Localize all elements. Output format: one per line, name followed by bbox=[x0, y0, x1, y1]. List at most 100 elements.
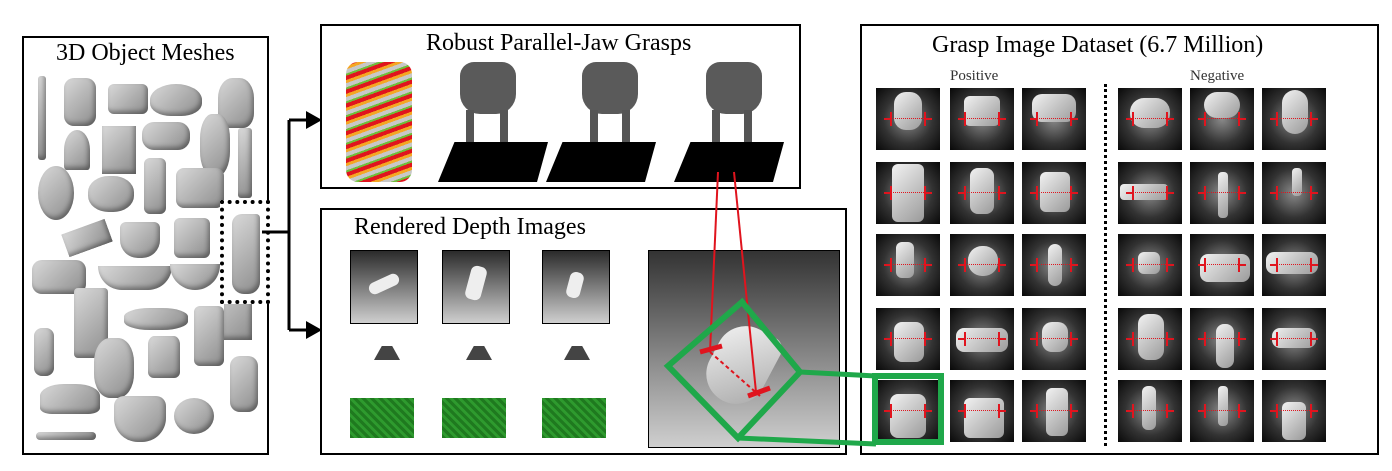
grasp-marker bbox=[884, 192, 892, 194]
grasp-marker bbox=[958, 118, 966, 120]
positive-grasp-thumbnail bbox=[876, 308, 940, 370]
grasp-marker bbox=[890, 264, 926, 265]
positive-grasp-thumbnail bbox=[876, 380, 940, 442]
grasp-marker bbox=[958, 338, 966, 340]
positive-grasp-thumbnail bbox=[1022, 380, 1086, 442]
grasp-candidates-cloud bbox=[346, 62, 412, 182]
grasp-marker bbox=[1310, 264, 1318, 266]
mesh-object bbox=[174, 398, 214, 434]
grasp-marker bbox=[1126, 410, 1134, 412]
mesh-object bbox=[120, 222, 160, 258]
grasp-marker bbox=[924, 118, 932, 120]
grasp-marker bbox=[1204, 118, 1240, 119]
mesh-object bbox=[114, 396, 166, 442]
zoomed-object bbox=[695, 315, 787, 415]
object-depth-patch bbox=[894, 92, 922, 130]
grasp-marker bbox=[964, 338, 1000, 339]
negative-grasp-thumbnail bbox=[1190, 380, 1254, 442]
grasp-marker bbox=[1198, 410, 1206, 412]
mesh-object bbox=[64, 78, 96, 126]
grasp-marker bbox=[998, 192, 1006, 194]
object-depth-patch bbox=[1048, 244, 1062, 286]
grasp-marker bbox=[1070, 264, 1078, 266]
positive-grasp-thumbnail bbox=[876, 234, 940, 296]
grasp-marker bbox=[1166, 192, 1174, 194]
mesh-object bbox=[124, 308, 188, 330]
grasp-marker bbox=[1310, 410, 1318, 412]
grasp-marker bbox=[998, 410, 1006, 412]
gripper-scene-2 bbox=[546, 62, 656, 182]
grasp-marker bbox=[1270, 338, 1278, 340]
grasp-marker bbox=[890, 338, 926, 339]
negative-label: Negative bbox=[1190, 68, 1245, 84]
mesh-object bbox=[144, 158, 166, 214]
negative-grasp-thumbnail bbox=[1262, 234, 1326, 296]
mesh-object bbox=[102, 126, 136, 174]
grasp-marker bbox=[924, 192, 932, 194]
object-depth-patch bbox=[1292, 168, 1302, 196]
grasp-marker bbox=[884, 410, 892, 412]
grasp-marker bbox=[1132, 338, 1168, 339]
grasp-marker bbox=[1036, 192, 1072, 193]
object-depth-patch bbox=[968, 246, 998, 276]
zoomed-depth-image bbox=[648, 250, 840, 448]
grasp-marker bbox=[1276, 118, 1312, 119]
dataset-title: Grasp Image Dataset (6.7 Million) bbox=[932, 32, 1264, 58]
grasp-marker bbox=[1198, 264, 1206, 266]
positive-grasp-thumbnail bbox=[1022, 88, 1086, 150]
object-depth-patch bbox=[1216, 324, 1234, 368]
dataset-panel: Grasp Image Dataset (6.7 Million) Positi… bbox=[860, 24, 1379, 455]
grasp-marker bbox=[964, 118, 1000, 119]
object-depth-patch bbox=[1204, 92, 1240, 118]
depth-view-2 bbox=[434, 250, 524, 450]
grasp-marker bbox=[964, 410, 1000, 411]
object-depth-patch bbox=[1282, 90, 1308, 134]
grasp-marker bbox=[1310, 118, 1318, 120]
grasp-marker bbox=[1204, 338, 1240, 339]
mesh-object bbox=[148, 336, 180, 378]
negative-grasp-thumbnail bbox=[1262, 162, 1326, 224]
grasp-marker bbox=[1132, 264, 1168, 265]
grasp-marker bbox=[1238, 338, 1246, 340]
depth-title: Rendered Depth Images bbox=[354, 214, 586, 240]
grasp-marker bbox=[958, 410, 966, 412]
object-depth-patch bbox=[1138, 314, 1164, 360]
grasp-marker bbox=[1276, 338, 1312, 339]
mesh-object bbox=[36, 432, 96, 440]
mesh-object bbox=[38, 166, 74, 220]
mesh-object bbox=[64, 130, 90, 170]
negative-grasp-thumbnail bbox=[1118, 234, 1182, 296]
negative-grasp-thumbnail bbox=[1262, 308, 1326, 370]
grasp-marker bbox=[1166, 264, 1174, 266]
grasp-marker bbox=[1198, 118, 1206, 120]
grasp-marker bbox=[1198, 338, 1206, 340]
grasp-marker bbox=[1036, 410, 1072, 411]
negative-grasp-thumbnail bbox=[1190, 162, 1254, 224]
grasp-marker bbox=[1204, 410, 1240, 411]
object-meshes-title: 3D Object Meshes bbox=[56, 40, 235, 66]
negative-grasp-thumbnail bbox=[1190, 88, 1254, 150]
positive-grasp-thumbnail bbox=[1022, 162, 1086, 224]
grasp-marker bbox=[1270, 192, 1278, 194]
grasp-marker bbox=[1276, 192, 1312, 193]
grasp-marker bbox=[1238, 410, 1246, 412]
grasps-panel: Robust Parallel-Jaw Grasps bbox=[320, 24, 801, 189]
grasp-marker bbox=[1198, 192, 1206, 194]
object-depth-patch bbox=[1032, 94, 1076, 122]
object-depth-patch bbox=[964, 96, 1000, 126]
grasp-marker bbox=[1132, 410, 1168, 411]
object-depth-patch bbox=[890, 394, 926, 438]
grasp-marker bbox=[1126, 338, 1134, 340]
grasp-marker bbox=[1270, 410, 1278, 412]
object-depth-patch bbox=[894, 322, 924, 362]
positive-grasp-thumbnail bbox=[950, 308, 1014, 370]
object-depth-patch bbox=[970, 168, 994, 214]
gripper-scene-3 bbox=[674, 62, 784, 182]
grasp-marker bbox=[1310, 338, 1318, 340]
object-depth-patch bbox=[1042, 322, 1068, 352]
grasp-marker bbox=[1204, 264, 1240, 265]
positive-grasp-thumbnail bbox=[1022, 308, 1086, 370]
grasp-marker bbox=[1036, 338, 1072, 339]
mesh-object bbox=[150, 84, 202, 116]
mesh-object bbox=[34, 328, 54, 376]
